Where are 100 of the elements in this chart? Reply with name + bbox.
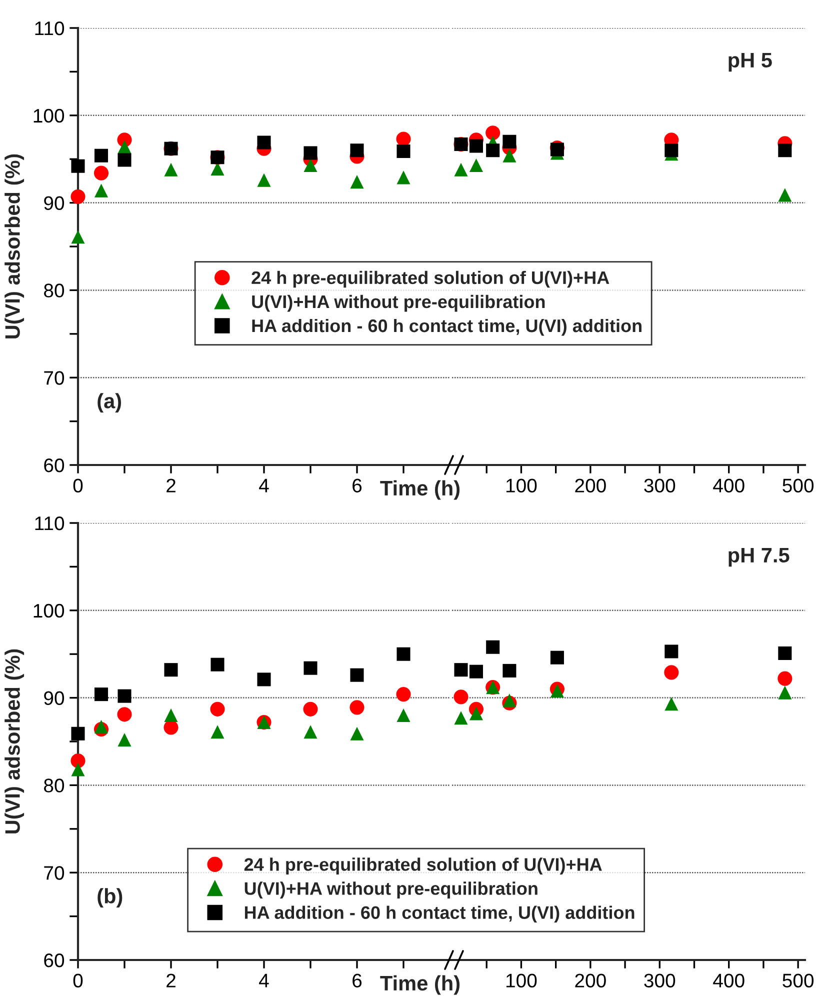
point: [486, 640, 500, 654]
point: [778, 686, 792, 700]
point: [396, 132, 411, 146]
point: [469, 664, 483, 678]
point: [664, 697, 678, 711]
x-tick-label: 300: [644, 974, 676, 988]
legend-label: 24 h pre-equilibrated solution of U(VI)+HA: [252, 270, 610, 288]
point: [94, 184, 108, 198]
x-tick-label: 200: [575, 974, 606, 988]
y-tick-label: 70: [44, 866, 64, 880]
x-tick-label: 2: [166, 478, 176, 492]
point: [454, 663, 468, 677]
point: [396, 687, 411, 702]
point: [396, 647, 410, 661]
point: [778, 646, 792, 660]
x-tick-label: 400: [713, 974, 744, 988]
x-tick-label: 0: [73, 974, 83, 988]
point: [117, 707, 132, 722]
legend-label: 24 h pre-equilibrated solution of U(VI)+HA: [244, 858, 602, 874]
point: [486, 144, 500, 158]
y-tick-label: 90: [44, 196, 64, 210]
x-tick-label: 6: [352, 478, 362, 492]
x-axis-title: Time (h): [380, 480, 460, 500]
point: [778, 188, 792, 202]
annotation: pH 7.5: [728, 548, 790, 567]
point: [502, 694, 516, 708]
point: [350, 668, 364, 682]
point: [502, 134, 516, 148]
x-tick-label: 100: [506, 974, 537, 988]
point: [454, 162, 468, 176]
y-tick-label: 80: [44, 778, 64, 792]
point: [469, 158, 483, 172]
point: [664, 144, 678, 158]
point: [304, 146, 318, 160]
point: [778, 144, 792, 158]
point: [469, 139, 483, 153]
point: [486, 126, 500, 140]
point: [350, 700, 364, 715]
x-tick-label: 0: [73, 478, 83, 492]
legend-label: HA addition - 60 h contact time, U(VI) addition: [244, 906, 634, 923]
point: [118, 153, 132, 167]
x-tick-label: 500: [782, 478, 814, 492]
point: [454, 690, 468, 704]
point: [303, 702, 318, 716]
y-tick-label: 100: [34, 108, 64, 123]
point: [257, 173, 271, 187]
point: [71, 159, 85, 173]
x-tick-label: 500: [782, 974, 814, 988]
point: [778, 671, 792, 686]
point: [164, 162, 178, 176]
x-axis-title: Time (h): [380, 975, 460, 995]
point: [304, 661, 318, 675]
legend-label: U(VI)+HA without pre-equilibration: [244, 882, 538, 898]
point: [164, 720, 178, 735]
point: [71, 762, 85, 776]
point: [350, 175, 364, 189]
point: [550, 650, 564, 664]
point: [94, 688, 108, 702]
point: [210, 702, 225, 716]
point: [396, 708, 410, 722]
point: [502, 148, 516, 162]
legend-label: U(VI)+HA without pre-equilibration: [252, 294, 545, 312]
x-tick-label: 300: [644, 478, 676, 492]
point: [350, 726, 364, 740]
point: [304, 725, 318, 739]
y-tick-label: 60: [44, 458, 64, 472]
y-axis-title: U(VI) adsorbed (%): [4, 154, 24, 338]
x-tick-label: 4: [259, 478, 269, 492]
x-tick-label: 100: [506, 478, 537, 492]
point: [502, 664, 516, 678]
point: [94, 720, 108, 734]
legend-label: HA addition - 60 h contact time, U(VI) addition: [252, 318, 642, 336]
y-tick-label: 80: [44, 284, 64, 298]
x-tick-label: 6: [352, 974, 362, 988]
point: [664, 665, 679, 680]
point: [210, 725, 224, 739]
y-tick-label: 110: [35, 21, 64, 36]
point: [164, 708, 178, 722]
y-axis-title: U(VI) adsorbed (%): [4, 649, 24, 834]
x-tick-label: 4: [259, 974, 269, 988]
point: [396, 170, 410, 184]
point: [164, 663, 178, 677]
y-tick-label: 60: [44, 953, 64, 968]
point: [71, 726, 85, 740]
y-tick-label: 70: [44, 371, 64, 385]
point: [350, 144, 364, 158]
point: [304, 158, 318, 172]
point: [454, 711, 468, 725]
annotation: (a): [98, 393, 122, 413]
point: [469, 706, 483, 720]
point: [118, 732, 132, 747]
x-tick-label: 200: [575, 478, 606, 492]
point: [71, 230, 85, 244]
annotation: (b): [98, 888, 122, 908]
annotation: pH 5: [728, 52, 772, 72]
point: [257, 672, 271, 686]
point: [396, 144, 410, 158]
point: [94, 166, 109, 180]
point: [118, 689, 132, 703]
point: [94, 148, 108, 162]
